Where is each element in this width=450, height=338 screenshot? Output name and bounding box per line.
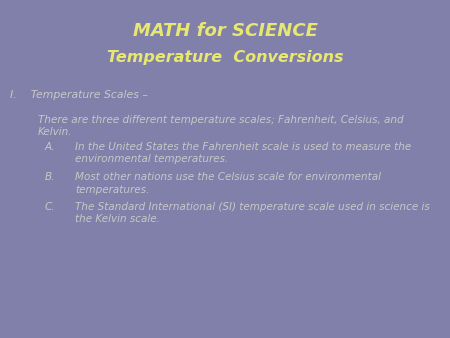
Text: In the United States the Fahrenheit scale is used to measure the: In the United States the Fahrenheit scal…	[75, 142, 411, 152]
Text: the Kelvin scale.: the Kelvin scale.	[75, 214, 160, 224]
Text: Kelvin.: Kelvin.	[38, 127, 72, 137]
Text: temperatures.: temperatures.	[75, 185, 149, 195]
Text: Most other nations use the Celsius scale for environmental: Most other nations use the Celsius scale…	[75, 172, 381, 182]
Text: I.    Temperature Scales –: I. Temperature Scales –	[10, 90, 148, 100]
Text: B.: B.	[45, 172, 55, 182]
Text: MATH for SCIENCE: MATH for SCIENCE	[133, 22, 317, 40]
Text: A.: A.	[45, 142, 56, 152]
Text: Temperature  Conversions: Temperature Conversions	[107, 50, 343, 65]
Text: There are three different temperature scales; Fahrenheit, Celsius, and: There are three different temperature sc…	[38, 115, 404, 125]
Text: C.: C.	[45, 202, 55, 212]
Text: The Standard International (SI) temperature scale used in science is: The Standard International (SI) temperat…	[75, 202, 430, 212]
Text: environmental temperatures.: environmental temperatures.	[75, 154, 228, 164]
